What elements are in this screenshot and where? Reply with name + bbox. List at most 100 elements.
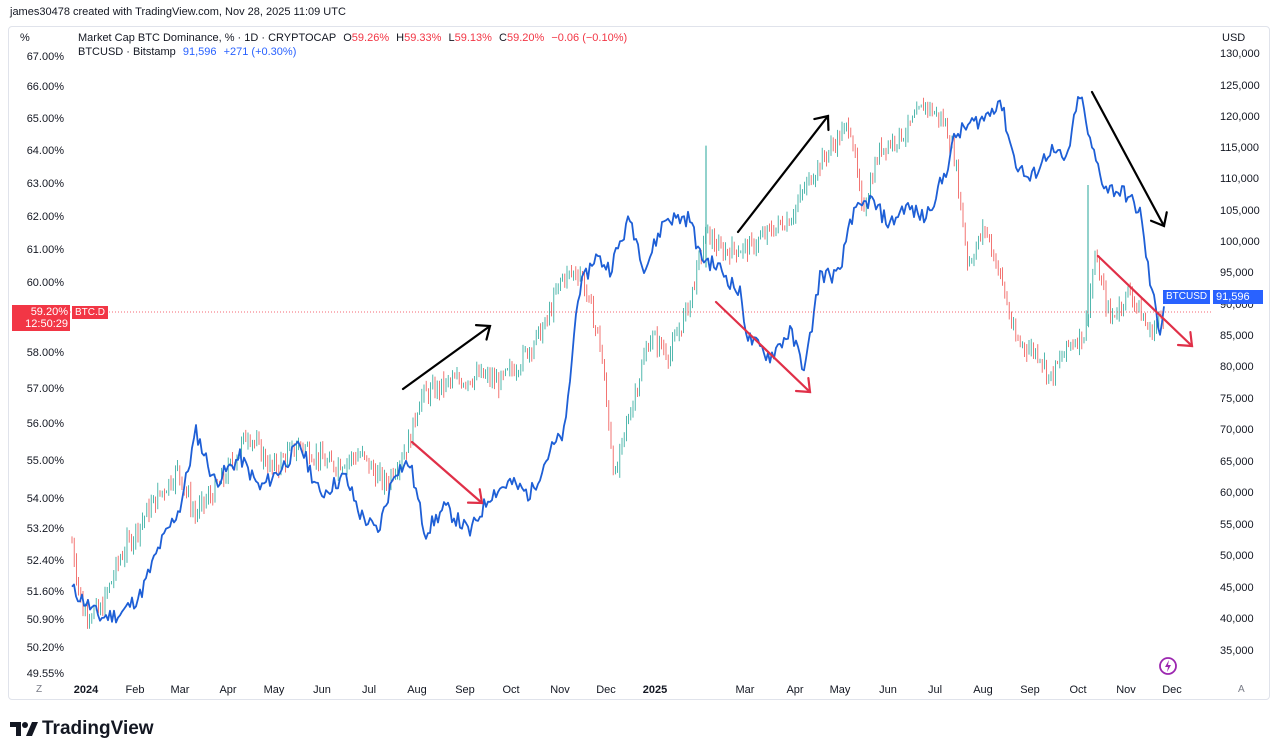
- x-tick-label: Aug: [973, 684, 993, 696]
- left-tick-label: 53.20%: [26, 523, 64, 535]
- annotation-arrow-up-1: [401, 324, 492, 391]
- dominance-symbol-tag: BTC.D: [72, 306, 108, 319]
- x-tick-label: Jun: [879, 684, 897, 696]
- left-tick-label: 66.00%: [26, 81, 64, 93]
- x-tick-label: Dec: [1162, 684, 1182, 696]
- legend-dominance[interactable]: Market Cap BTC Dominance, % · 1D · CRYPT…: [78, 32, 631, 44]
- x-tick-label: Feb: [125, 684, 145, 696]
- legend-open: O59.26%: [343, 32, 390, 44]
- btcusd-price-badge: 91,596: [1213, 290, 1263, 304]
- annotation-arrow-up-2-head: [813, 114, 830, 132]
- left-tick-label: 52.40%: [26, 555, 64, 567]
- right-axis-unit[interactable]: USD: [1222, 32, 1246, 44]
- right-tick-label: 70,000: [1220, 424, 1254, 436]
- x-tick-label: Apr: [219, 684, 237, 696]
- annotation-arrow-down-red-3-head: [1176, 330, 1194, 348]
- dominance-price-badge: 59.20% 12:50:29: [12, 305, 70, 331]
- right-tick-label: 40,000: [1220, 613, 1254, 625]
- annotation-arrow-down-red-2: [714, 300, 812, 394]
- x-tick-label: May: [263, 684, 285, 696]
- x-tick-label: Mar: [735, 684, 755, 696]
- left-tick-label: 64.00%: [26, 145, 64, 157]
- tradingview-logo[interactable]: TradingView: [10, 718, 154, 740]
- btcusd-series-line: [71, 96, 1165, 624]
- dominance-badge-value: 59.20%: [30, 306, 68, 318]
- annotation-arrow-up-1-head: [474, 323, 492, 341]
- left-tick-label: 56.00%: [26, 418, 64, 430]
- left-tick-label: 60.00%: [26, 277, 64, 289]
- left-tick-label: 57.00%: [26, 383, 64, 395]
- left-tick-label: 65.00%: [26, 113, 64, 125]
- legend-high: H59.33%: [396, 32, 442, 44]
- left-tick-label: 67.00%: [26, 51, 64, 63]
- alert-icon[interactable]: [1158, 656, 1178, 676]
- right-tick-label: 130,000: [1220, 48, 1260, 60]
- right-tick-label: 110,000: [1220, 173, 1259, 185]
- x-tick-label: Oct: [502, 684, 520, 696]
- annotation-arrow-down-red-1-head: [466, 488, 484, 505]
- right-tick-label: 80,000: [1220, 361, 1254, 373]
- x-tick-label: Jun: [313, 684, 331, 696]
- dominance-badge-timer: 12:50:29: [25, 318, 68, 330]
- zoom-button[interactable]: Z: [36, 684, 43, 695]
- x-tick-label: May: [829, 684, 851, 696]
- legend-change: −0.06 (−0.10%): [551, 32, 628, 44]
- legend-dominance-title: Market Cap BTC Dominance, % · 1D · CRYPT…: [78, 32, 337, 44]
- left-tick-label: 54.00%: [26, 493, 64, 505]
- x-tick-label: Nov: [550, 684, 570, 696]
- tradingview-mark-icon: [10, 722, 38, 736]
- right-tick-label: 60,000: [1220, 487, 1254, 499]
- x-tick-label: Jul: [361, 684, 377, 696]
- right-tick-label: 65,000: [1220, 456, 1254, 468]
- right-tick-label: 75,000: [1220, 393, 1254, 405]
- annotation-arrow-down-black-head: [1149, 211, 1168, 228]
- left-tick-label: 50.20%: [26, 642, 64, 654]
- right-tick-label: 115,000: [1220, 142, 1259, 154]
- right-tick-label: 55,000: [1220, 519, 1254, 531]
- annotation-arrow-down-red-3: [1096, 254, 1194, 348]
- right-tick-label: 95,000: [1220, 267, 1254, 279]
- legend-btcusd-change: +271 (+0.30%): [223, 46, 297, 58]
- right-tick-label: 45,000: [1220, 582, 1254, 594]
- x-tick-label: Sep: [455, 684, 475, 696]
- left-tick-label: 51.60%: [26, 586, 64, 598]
- x-tick-label: Mar: [170, 684, 190, 696]
- right-tick-label: 85,000: [1220, 330, 1254, 342]
- right-tick-label: 125,000: [1220, 80, 1260, 92]
- annotation-arrow-down-black: [1090, 90, 1166, 228]
- x-tick-label: Apr: [786, 684, 804, 696]
- x-tick-label: Oct: [1069, 684, 1087, 696]
- right-tick-label: 50,000: [1220, 550, 1254, 562]
- x-tick-label: 2025: [642, 684, 668, 696]
- x-tick-label: Dec: [596, 684, 616, 696]
- dominance-candles: [71, 97, 1164, 629]
- right-tick-label: 35,000: [1220, 645, 1254, 657]
- annotation-arrow-up-2: [736, 114, 830, 234]
- legend-low: L59.13%: [448, 32, 492, 44]
- chart-attribution: james30478 created with TradingView.com,…: [10, 6, 346, 18]
- auto-scale-button[interactable]: A: [1238, 684, 1245, 695]
- x-tick-label: 2024: [73, 684, 99, 696]
- left-tick-label: 61.00%: [26, 244, 64, 256]
- x-tick-label: Aug: [407, 684, 427, 696]
- x-tick-label: Nov: [1116, 684, 1136, 696]
- legend-btcusd-title: BTCUSD · Bitstamp: [78, 46, 176, 58]
- right-tick-label: 120,000: [1220, 111, 1260, 123]
- btcusd-symbol-tag: BTCUSD: [1163, 290, 1211, 304]
- right-tick-label: 105,000: [1220, 205, 1260, 217]
- left-tick-label: 55.00%: [26, 455, 64, 467]
- legend-btcusd-price: 91,596: [182, 46, 217, 58]
- left-tick-label: 49.55%: [26, 668, 64, 680]
- annotation-arrow-down-red-2-head: [794, 376, 812, 394]
- annotation-arrow-down-red-1: [410, 440, 484, 505]
- legend-close: C59.20%: [499, 32, 545, 44]
- right-tick-label: 100,000: [1220, 236, 1260, 248]
- left-axis-unit: %: [20, 32, 30, 44]
- legend-btcusd[interactable]: BTCUSD · Bitstamp 91,596 +271 (+0.30%): [78, 46, 300, 58]
- left-tick-label: 63.00%: [26, 178, 64, 190]
- left-tick-label: 62.00%: [26, 211, 64, 223]
- left-tick-label: 58.00%: [26, 347, 64, 359]
- chart-frame[interactable]: [8, 26, 1270, 700]
- brand-name: TradingView: [42, 718, 154, 739]
